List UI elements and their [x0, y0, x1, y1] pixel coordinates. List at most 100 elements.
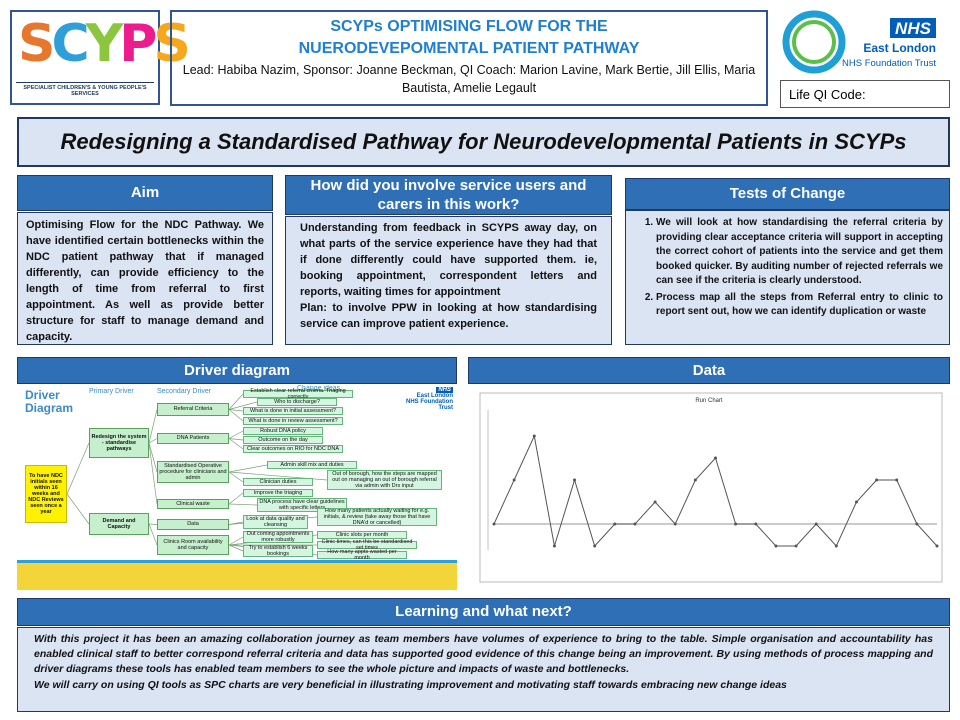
- badge-inner: [792, 20, 836, 64]
- point: [613, 522, 617, 526]
- chart-frame: [479, 392, 943, 583]
- connector: [148, 442, 158, 505]
- learning-heading: Learning and what next?: [17, 598, 950, 626]
- connector: [228, 471, 244, 483]
- tests-item: Process map all the steps from Referral …: [656, 291, 943, 320]
- logo-tagline: SPECIALIST CHILDREN'S & YOUNG PEOPLE'S S…: [16, 82, 154, 97]
- point: [532, 434, 536, 438]
- point: [693, 478, 697, 482]
- point: [633, 522, 637, 526]
- driver-title: Driver Diagram: [25, 388, 74, 416]
- connector: [148, 438, 158, 444]
- chart-title: Run Chart: [695, 398, 723, 404]
- point: [593, 544, 597, 548]
- secondary-driver: Clinics Room availability and capacity: [157, 535, 229, 555]
- data-heading: Data: [468, 357, 950, 384]
- secondary-driver: Referral Criteria: [157, 403, 229, 416]
- connector: [228, 521, 244, 525]
- change-idea: Improve the triaging: [243, 489, 313, 497]
- change-idea: Clear outcomes on RIO for NDC DNA: [243, 445, 343, 453]
- nhs-box: [890, 18, 936, 38]
- connector: [228, 492, 244, 505]
- change-idea: Establish clear referral criteria. Triag…: [243, 388, 353, 400]
- connector: [66, 493, 90, 525]
- connector: [228, 438, 244, 450]
- change-idea: Try to establish 6 weeks bookings: [243, 545, 313, 557]
- involve-body: Understanding from feedback in SCYPS awa…: [285, 216, 612, 345]
- point: [552, 544, 556, 548]
- tests-item: We will look at how standardising the re…: [656, 216, 943, 289]
- connector: [228, 393, 244, 410]
- badge-ring: [782, 10, 846, 74]
- connector: [228, 438, 244, 441]
- aim-body: Optimising Flow for the NDC Pathway. We …: [17, 212, 273, 345]
- header: SCYPs OPTIMISING FLOW FOR THE NUERODEVEP…: [170, 10, 768, 106]
- learning-body: With this project it has been an amazing…: [17, 627, 950, 712]
- point: [875, 478, 879, 482]
- secondary-driver: Standardised Operative procedure for cli…: [157, 461, 229, 483]
- point: [653, 500, 657, 504]
- connector: [228, 409, 244, 422]
- logo-letter: Y: [85, 14, 124, 74]
- connector: [148, 523, 158, 546]
- change-idea: Clinic slots per month: [317, 531, 407, 539]
- logos: NHS East London NHS Foundation Trust: [782, 10, 936, 74]
- nhs-badge: NHS: [895, 19, 932, 38]
- run-chart: Run Chart: [479, 392, 943, 583]
- connector: [228, 464, 268, 473]
- point: [512, 478, 516, 482]
- secondary-driver: Data: [157, 519, 229, 530]
- change-idea: How many patients actually waiting for e…: [317, 508, 437, 526]
- change-idea: Clinic times, can this be standardised s…: [317, 539, 417, 551]
- nhs-trust: NHS Foundation Trust: [842, 58, 936, 69]
- driver-nhs-badge: NHS: [436, 387, 453, 393]
- point: [895, 478, 899, 482]
- point: [935, 544, 939, 548]
- change-idea: What is done in review assessment?: [243, 417, 343, 425]
- point: [915, 522, 919, 526]
- driver-heading: Driver diagram: [17, 357, 457, 384]
- connector: [228, 503, 258, 506]
- point: [714, 456, 717, 460]
- change-idea: How many appts wasted per month: [317, 549, 407, 561]
- learning-text: With this project it has been an amazing…: [34, 633, 933, 676]
- learning-next: We will carry on using QI tools as SPC c…: [34, 678, 787, 691]
- primary-driver: Redesign the system - standardise pathwa…: [89, 428, 149, 458]
- logo-letters: SCYPS: [18, 14, 191, 74]
- driver-nhs-name: East London: [416, 393, 453, 399]
- change-idea: What is done in initial assessment?: [243, 407, 343, 415]
- tests-list: We will look at how standardising the re…: [632, 216, 943, 320]
- nhs-name: East London: [863, 41, 936, 55]
- scyps-banner: [17, 560, 457, 590]
- change-idea: Out of borough, how the steps are mapped…: [327, 470, 442, 490]
- connector: [228, 430, 244, 439]
- connector: [228, 409, 244, 412]
- change-idea: Clinician duties: [243, 478, 313, 486]
- driver-nhs: NHS East London NHS Foundation Trust: [405, 387, 453, 411]
- driver-diagram: Driver Diagram Primary Driver Secondary …: [17, 385, 457, 590]
- driver-nhs-trust: NHS Foundation Trust: [406, 399, 453, 411]
- involve-plan: Plan: to involve PPW in looking at how s…: [300, 301, 597, 330]
- point: [794, 544, 798, 548]
- tests-heading: Tests of Change: [625, 178, 950, 210]
- change-idea: Outcome on the day: [243, 436, 323, 444]
- point: [774, 544, 778, 548]
- primary-label: Primary Driver: [89, 388, 134, 395]
- header-lead: Lead: Habiba Nazim, Sponsor: Joanne Beck…: [182, 63, 756, 96]
- point: [814, 522, 818, 526]
- point: [834, 544, 838, 548]
- change-idea: Admin skill mix and duties: [267, 461, 357, 469]
- tests-body: We will look at how standardising the re…: [625, 210, 950, 345]
- change-idea: Look at data quality and cleansing: [243, 515, 308, 529]
- logo-letter: P: [119, 14, 157, 74]
- life-qi: Life QI Code:: [780, 80, 950, 108]
- connector: [228, 536, 244, 546]
- header-title: SCYPs OPTIMISING FLOW FOR THE NUERODEVEP…: [298, 18, 640, 57]
- change-idea: Out coming appointments more robustly: [243, 531, 313, 543]
- secondary-driver: DNA Patients: [157, 433, 229, 444]
- connector: [228, 544, 244, 552]
- logo-letter: S: [18, 14, 56, 74]
- secondary-label: Secondary Driver: [157, 388, 212, 395]
- connector: [148, 442, 158, 473]
- secondary-driver: Clinical waste: [157, 499, 229, 509]
